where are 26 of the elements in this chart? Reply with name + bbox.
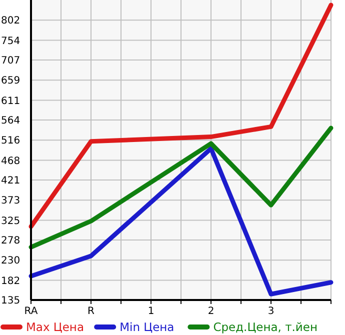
x-tick-label: RA [24,306,38,317]
y-tick-label: 373 [1,196,20,207]
y-tick-label: 468 [1,156,20,167]
y-tick-label: 564 [1,116,20,126]
legend-label: Min Цена [120,320,174,334]
y-tick-label: 802 [1,16,20,27]
line-series [28,2,334,229]
line-series [28,146,334,296]
y-tick-label: 135 [1,296,20,306]
y-tick-label: 421 [1,176,20,186]
line-series [28,126,334,250]
x-tick-label: R [88,306,95,317]
y-tick-label: 516 [1,136,20,147]
y-tick-label: 659 [1,76,20,87]
y-tick-label: 230 [1,256,20,267]
y-tick-label: 325 [1,216,20,227]
legend-label: Max Цена [26,320,84,334]
x-tick-label: 2 [208,306,214,317]
x-tick-label: 1 [148,306,154,317]
x-tick-label: 3 [268,306,274,317]
y-tick-label: 754 [1,36,20,47]
y-tick-label: 182 [1,276,20,287]
y-tick-label: 707 [1,56,20,66]
legend-label: Сред.Цена, т.йен [213,320,318,334]
y-tick-label: 278 [1,236,20,246]
y-tick-label: 611 [1,96,20,107]
